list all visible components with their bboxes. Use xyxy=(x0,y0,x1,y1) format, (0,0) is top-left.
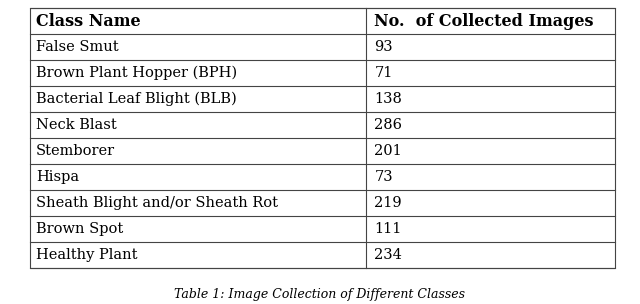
Text: 138: 138 xyxy=(374,92,403,106)
Text: 286: 286 xyxy=(374,118,403,132)
Text: Brown Spot: Brown Spot xyxy=(36,222,124,236)
Text: Table 1: Image Collection of Different Classes: Table 1: Image Collection of Different C… xyxy=(175,288,465,301)
Text: Class Name: Class Name xyxy=(36,12,141,29)
Text: Hispa: Hispa xyxy=(36,170,79,184)
Text: Sheath Blight and/or Sheath Rot: Sheath Blight and/or Sheath Rot xyxy=(36,196,278,210)
Text: Bacterial Leaf Blight (BLB): Bacterial Leaf Blight (BLB) xyxy=(36,92,237,106)
Text: Brown Plant Hopper (BPH): Brown Plant Hopper (BPH) xyxy=(36,66,237,80)
Text: Neck Blast: Neck Blast xyxy=(36,118,116,132)
Text: Healthy Plant: Healthy Plant xyxy=(36,248,138,262)
Text: Stemborer: Stemborer xyxy=(36,144,115,158)
Text: 234: 234 xyxy=(374,248,403,262)
Text: 111: 111 xyxy=(374,222,402,236)
Text: 73: 73 xyxy=(374,170,393,184)
Text: False Smut: False Smut xyxy=(36,40,118,54)
Text: 219: 219 xyxy=(374,196,402,210)
Text: 201: 201 xyxy=(374,144,402,158)
Text: No.  of Collected Images: No. of Collected Images xyxy=(374,12,594,29)
Bar xyxy=(30,8,615,268)
Text: 93: 93 xyxy=(374,40,393,54)
Text: 71: 71 xyxy=(374,66,393,80)
